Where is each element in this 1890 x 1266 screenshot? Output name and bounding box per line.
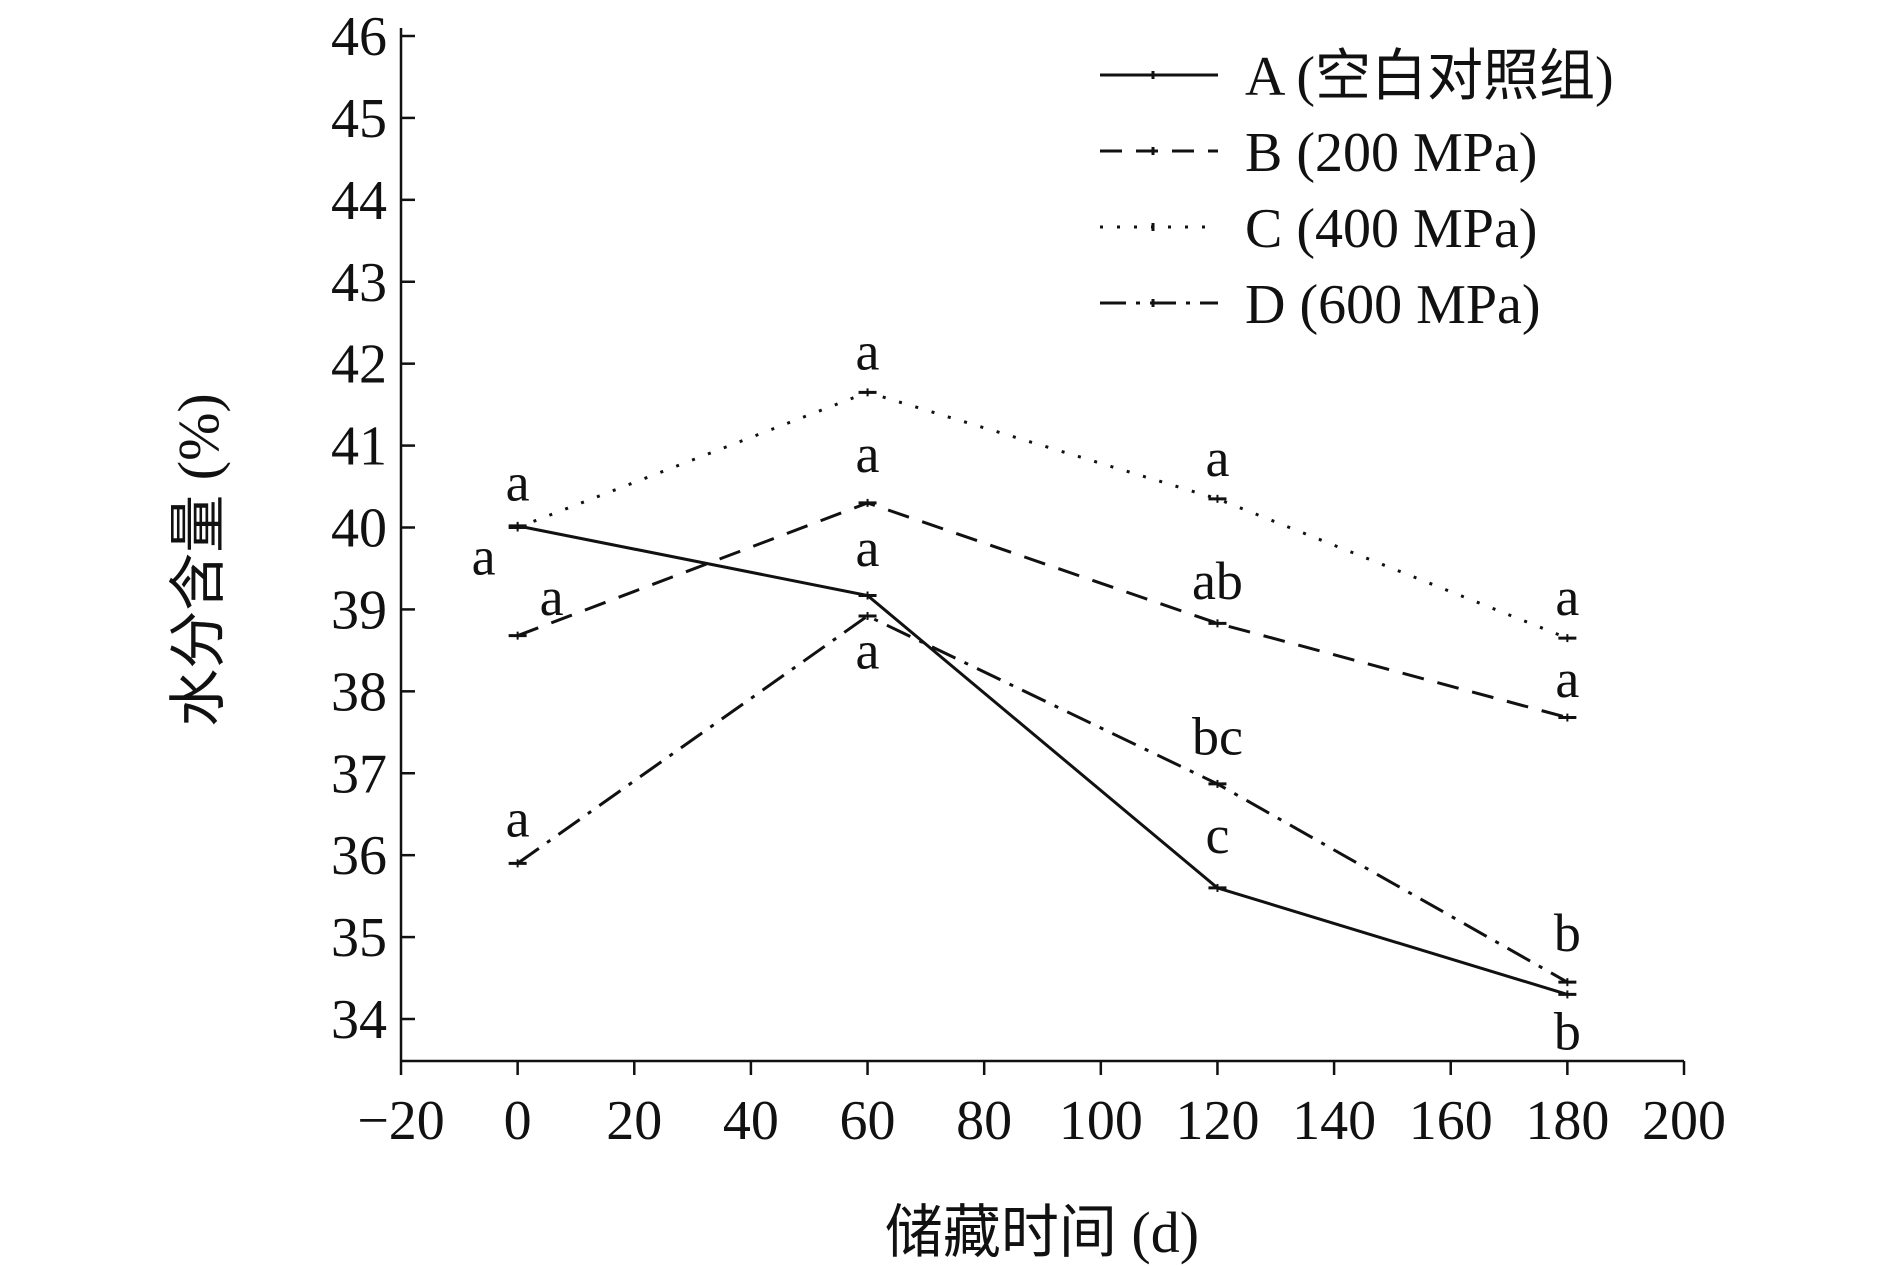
x-tick-label: 60 (840, 1090, 896, 1152)
x-tick-label: 160 (1409, 1090, 1493, 1152)
legend-label-d: D (600 MPa) (1245, 274, 1541, 336)
series-line-d (516, 614, 1569, 984)
y-tick-label: 45 (331, 88, 387, 150)
legend-label-a: A (空白对照组) (1245, 46, 1614, 108)
significance-label: a (506, 788, 530, 848)
legend: A (空白对照组) B (200 MPa) C (400 MPa) D (600 MP… (1100, 46, 1614, 336)
significance-label: a (540, 567, 564, 627)
series-line-b (517, 501, 1568, 719)
x-tick-label: 100 (1059, 1090, 1143, 1152)
x-tick-label: 40 (723, 1090, 779, 1152)
x-tick-label: 200 (1642, 1090, 1726, 1152)
x-tick-label: 140 (1292, 1090, 1376, 1152)
x-tick-label: 180 (1525, 1090, 1609, 1152)
axes: 34 35 36 37 38 39 40 41 42 43 44 45 46 −20 0 20 40 60 80 10… (331, 6, 1726, 1152)
significance-label: bc (1192, 706, 1243, 766)
significance-label: a (856, 321, 880, 381)
y-tick-label: 34 (331, 989, 387, 1051)
x-tick-label: 0 (504, 1090, 532, 1152)
x-tick-label: −20 (357, 1090, 445, 1152)
y-tick-label: 40 (331, 498, 387, 560)
x-tick-label: 80 (956, 1090, 1012, 1152)
y-tick-label: 43 (331, 252, 387, 314)
significance-label: b (1554, 903, 1581, 963)
x-tick-label: 20 (606, 1090, 662, 1152)
y-tick-label: 38 (331, 661, 387, 723)
significance-label: a (1555, 649, 1579, 709)
significance-label: b (1554, 1001, 1581, 1061)
significance-label: a (856, 620, 880, 680)
series-line-c (517, 390, 1568, 640)
y-tick-label: 44 (331, 170, 387, 232)
series-line-a (517, 524, 1568, 996)
significance-label: a (506, 453, 530, 513)
significance-label: ab (1192, 551, 1243, 611)
y-tick-label: 41 (331, 416, 387, 478)
y-tick-label: 42 (331, 334, 387, 396)
legend-label-c: C (400 MPa) (1245, 198, 1537, 260)
y-tick-label: 36 (331, 825, 387, 887)
significance-label: a (1555, 567, 1579, 627)
y-tick-label: 37 (331, 743, 387, 805)
x-axis-label: 储藏时间 (d) (885, 1200, 1199, 1265)
y-tick-label: 39 (331, 579, 387, 641)
y-axis-label: 水分含量 (%) (166, 393, 231, 726)
significance-label: c (1205, 805, 1229, 865)
significance-label: a (856, 518, 880, 578)
x-tick-label: 120 (1175, 1090, 1259, 1152)
y-tick-label: 46 (331, 6, 387, 68)
series-group (508, 388, 1577, 999)
y-tick-label: 35 (331, 907, 387, 969)
significance-label: a (856, 424, 880, 484)
legend-label-b: B (200 MPa) (1245, 122, 1537, 184)
significance-label: a (1205, 428, 1229, 488)
significance-label: a (472, 526, 496, 586)
